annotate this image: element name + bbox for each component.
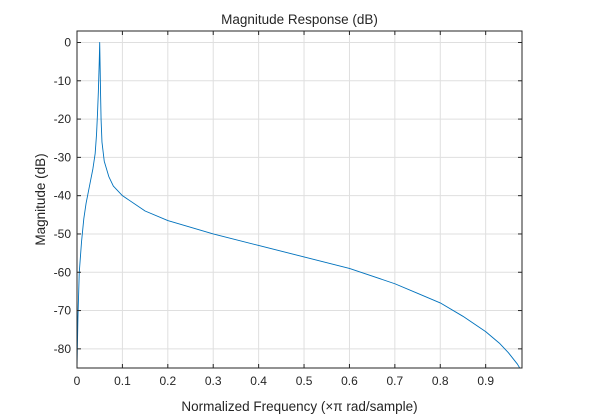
x-tick-label: 0.1 (114, 374, 131, 388)
y-tick-label: -60 (54, 265, 72, 279)
x-tick-label: 0.2 (159, 374, 176, 388)
y-tick-label: -50 (54, 227, 72, 241)
x-tick-labels: 0 0.1 0.2 0.3 0.4 0.5 0.6 0.7 0.8 0.9 (74, 374, 495, 388)
y-tick-labels: 0 -10 -20 -30 -40 -50 -60 -70 -80 (54, 35, 72, 355)
plot-area (77, 31, 522, 368)
x-tick-label: 0.3 (205, 374, 222, 388)
tick-marks (76, 31, 522, 368)
y-tick-label: -70 (54, 304, 72, 318)
grid-lines (77, 31, 522, 368)
series-layer (77, 42, 521, 368)
y-tick-label: -10 (54, 74, 72, 88)
y-tick-label: -80 (54, 342, 72, 356)
x-tick-label: 0.5 (296, 374, 313, 388)
y-tick-label: 0 (64, 35, 71, 49)
x-axis-label: Normalized Frequency (×π rad/sample) (181, 399, 417, 414)
y-tick-label: -30 (54, 150, 72, 164)
y-tick-label: -20 (54, 112, 72, 126)
x-tick-label: 0.7 (387, 374, 404, 388)
axes-box (76, 30, 523, 369)
x-tick-label: 0.4 (250, 374, 267, 388)
x-tick-label: 0.6 (341, 374, 358, 388)
series-line-1 (77, 42, 521, 368)
x-tick-label: 0 (74, 374, 81, 388)
chart-title: Magnitude Response (dB) (221, 12, 378, 27)
x-tick-label: 0.8 (432, 374, 449, 388)
x-tick-label: 0.9 (477, 374, 494, 388)
y-axis-label: Magnitude (dB) (33, 153, 48, 245)
y-tick-label: -40 (54, 189, 72, 203)
